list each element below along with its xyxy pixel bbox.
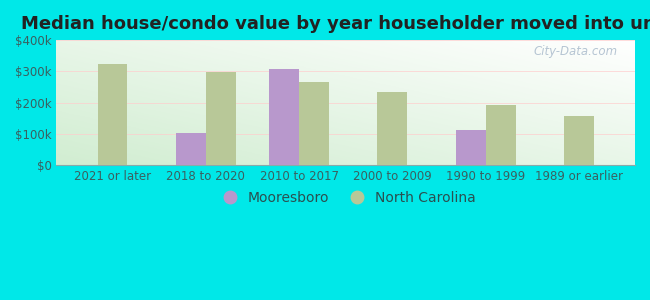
Bar [564,116,594,165]
Bar [456,130,486,165]
Bar [206,72,236,165]
Title: Median house/condo value by year householder moved into unit: Median house/condo value by year househo… [21,15,650,33]
Text: City-Data.com: City-Data.com [534,45,618,58]
Bar [486,105,515,165]
Bar [378,92,408,165]
Bar [98,64,127,165]
Bar [299,82,329,165]
Bar [269,69,299,165]
Bar [176,133,206,165]
Legend: Mooresboro, North Carolina: Mooresboro, North Carolina [210,185,481,210]
